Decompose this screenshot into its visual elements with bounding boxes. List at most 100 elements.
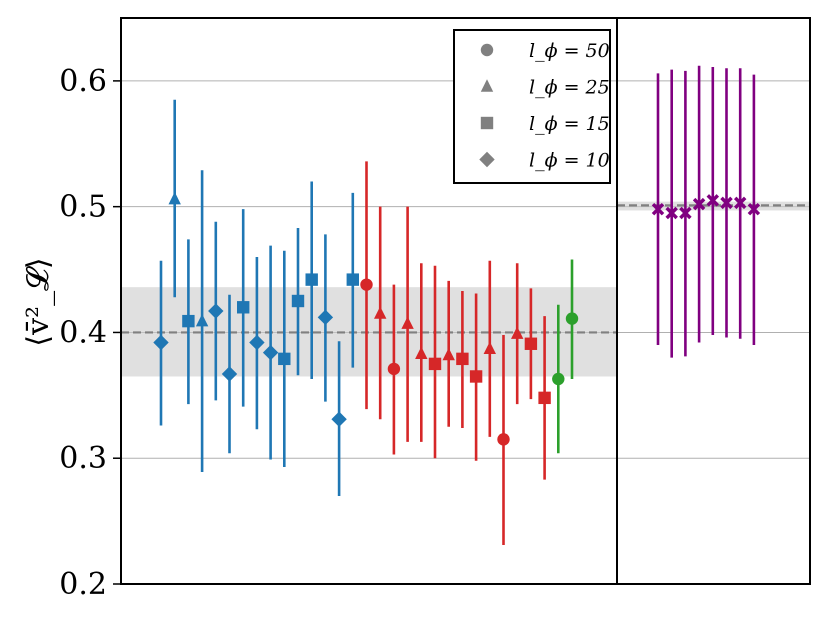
y-tick-label: 0.4 (59, 315, 107, 350)
marker-x (733, 196, 747, 210)
marker-x-stroke (733, 196, 747, 210)
marker-x-stroke (747, 202, 761, 216)
legend: l_ϕ = 50 l_ϕ = 25 l_ϕ = 15 l_ϕ = 10 (453, 29, 611, 184)
marker-x-stroke (692, 197, 706, 211)
marker-circle (552, 372, 565, 386)
data-point (665, 69, 678, 358)
data-point (262, 245, 279, 460)
y-axis-label: ⟨v̄²_𝓛⟩ (21, 257, 56, 346)
legend-label: l_ϕ = 25 (529, 77, 610, 99)
marker-triangle (483, 341, 496, 354)
y-tick-label: 0.6 (59, 64, 107, 99)
marker-x-stroke (665, 206, 678, 220)
marker-square (469, 370, 483, 383)
axes (120, 17, 811, 585)
legend-item: l_ϕ = 10 (479, 150, 610, 172)
data-point (469, 293, 483, 461)
marker-triangle (168, 191, 181, 205)
marker-diamond (262, 344, 279, 361)
legend-label: l_ϕ = 50 (529, 40, 610, 62)
marker-diamond (249, 334, 265, 351)
marker-triangle (401, 316, 414, 329)
marker-diamond (317, 309, 334, 326)
data-point (747, 74, 761, 346)
y-ticks: 0.2 0.3 0.4 0.5 0.6 (59, 64, 121, 602)
data-point (387, 284, 401, 455)
data-point (401, 206, 414, 442)
marker-x (692, 197, 706, 211)
data-point (168, 99, 181, 298)
marker-circle (480, 43, 494, 57)
marker-triangle (480, 79, 494, 92)
bands (121, 201, 810, 377)
marker-diamond (153, 334, 169, 351)
marker-x (665, 206, 678, 220)
marker-triangle (415, 346, 428, 360)
data-point (317, 234, 334, 402)
marker-square (456, 352, 469, 366)
marker-x-stroke (679, 206, 692, 220)
marker-square (237, 301, 250, 314)
data-point (331, 341, 347, 496)
marker-diamond (221, 366, 238, 382)
legend-box (453, 29, 611, 184)
data-point (182, 239, 195, 405)
data-point (346, 192, 359, 368)
marker-circle (565, 312, 579, 325)
marker-circle (387, 362, 401, 376)
marker-x-stroke (720, 196, 733, 210)
data-point (249, 256, 265, 430)
data-point (483, 260, 496, 437)
legend-label: l_ϕ = 10 (529, 150, 610, 172)
marker-x (720, 196, 733, 210)
data-point (195, 170, 209, 473)
marker-x (706, 194, 720, 207)
marker-x (679, 206, 692, 220)
data-point (565, 259, 579, 379)
data-point (692, 65, 706, 343)
y-tick-label: 0.3 (59, 441, 107, 476)
marker-triangle (374, 306, 387, 319)
marker-triangle (442, 347, 455, 361)
data-points (153, 65, 761, 546)
legend-label: l_ϕ = 15 (529, 113, 610, 135)
data-point (733, 68, 747, 339)
marker-triangle (195, 313, 209, 327)
marker-square (538, 391, 551, 405)
y-tick-label: 0.2 (59, 567, 107, 602)
marker-square (182, 314, 195, 328)
data-point (442, 280, 455, 427)
data-point (706, 67, 720, 335)
marker-square (524, 337, 538, 350)
y-tick-label: 0.5 (59, 190, 107, 225)
data-point (208, 221, 224, 401)
data-point (237, 209, 250, 407)
data-point (538, 316, 551, 480)
data-point (415, 263, 428, 442)
marker-square (305, 273, 318, 286)
marker-diamond (331, 411, 347, 427)
data-point (221, 294, 238, 454)
data-point (679, 70, 692, 357)
marker-square (346, 273, 359, 286)
data-point (456, 290, 469, 429)
data-point (511, 263, 524, 405)
data-point (720, 68, 733, 338)
marker-diamond (208, 303, 224, 319)
marker-square (480, 116, 494, 130)
data-point (305, 181, 318, 379)
data-point (497, 334, 510, 546)
marker-x (747, 202, 761, 216)
marker-diamond (479, 151, 495, 168)
marker-square (428, 357, 442, 371)
legend-item: l_ϕ = 50 (480, 40, 610, 62)
marker-square (291, 294, 305, 308)
marker-x-stroke (651, 202, 665, 216)
marker-x (651, 202, 665, 216)
marker-x-stroke (706, 194, 720, 207)
marker-triangle (511, 326, 524, 339)
data-point (360, 161, 373, 410)
legend-item: l_ϕ = 15 (480, 113, 610, 135)
data-point (291, 228, 305, 376)
